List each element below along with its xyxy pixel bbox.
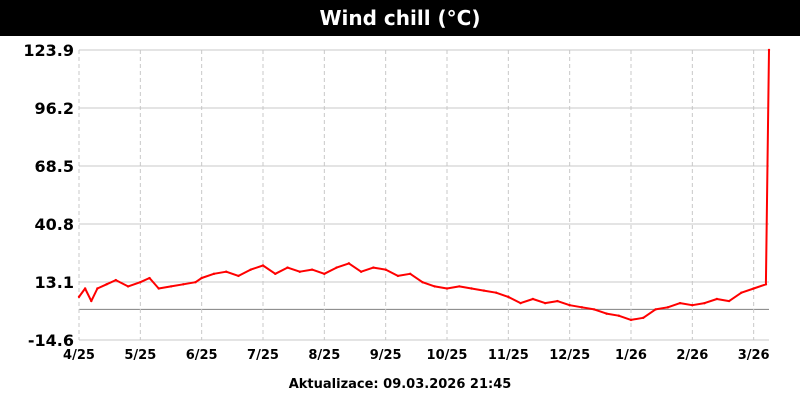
y-axis-ticks: -14.6 13.1 40.8 68.5 96.2 123.9 bbox=[23, 41, 74, 350]
data-point bbox=[372, 266, 375, 269]
x-axis-ticks: 4/25 5/25 6/25 7/25 8/25 9/25 10/25 11/25 12/25 1… bbox=[63, 348, 770, 363]
data-point bbox=[194, 281, 197, 284]
data-point bbox=[654, 308, 657, 311]
data-point bbox=[752, 287, 755, 290]
data-point bbox=[200, 276, 203, 280]
x-tick-label: 2/26 bbox=[676, 348, 708, 363]
data-point bbox=[580, 306, 584, 309]
data-point bbox=[727, 299, 731, 303]
data-point bbox=[77, 295, 81, 299]
data-point bbox=[96, 287, 99, 290]
data-point bbox=[148, 276, 151, 280]
data-point bbox=[593, 308, 596, 311]
data-point bbox=[139, 281, 142, 284]
x-tick-label: 7/25 bbox=[247, 348, 279, 363]
data-point bbox=[629, 318, 633, 322]
data-point bbox=[126, 285, 130, 288]
data-point bbox=[703, 301, 706, 305]
data-point bbox=[642, 316, 645, 320]
data-point bbox=[740, 291, 743, 294]
data-point bbox=[482, 289, 485, 292]
data-point bbox=[335, 266, 338, 269]
y-tick-label: 68.5 bbox=[35, 157, 74, 176]
data-point bbox=[445, 287, 449, 290]
data-point bbox=[531, 297, 535, 301]
data-point bbox=[494, 291, 498, 294]
x-tick-label: 4/25 bbox=[63, 348, 95, 363]
data-point bbox=[507, 295, 510, 299]
data-point bbox=[433, 285, 436, 288]
y-tick-label: 123.9 bbox=[23, 41, 74, 60]
data-point bbox=[605, 312, 608, 315]
data-point bbox=[105, 283, 108, 286]
data-point bbox=[169, 285, 173, 288]
data-point bbox=[323, 272, 326, 276]
data-point bbox=[470, 287, 473, 290]
data-point bbox=[678, 301, 682, 305]
y-tick-label: 40.8 bbox=[35, 215, 74, 234]
x-tick-label: 3/26 bbox=[738, 348, 770, 363]
series-group bbox=[77, 48, 771, 322]
data-point bbox=[384, 268, 387, 271]
data-point bbox=[157, 287, 160, 290]
data-point bbox=[261, 264, 265, 267]
x-tick-label: 10/25 bbox=[427, 348, 468, 363]
data-point bbox=[543, 301, 547, 305]
data-point bbox=[90, 299, 93, 303]
x-tick-label: 12/25 bbox=[549, 348, 590, 363]
data-point bbox=[182, 283, 185, 286]
data-point bbox=[310, 268, 314, 271]
x-tick-label: 8/25 bbox=[308, 348, 340, 363]
data-point bbox=[691, 304, 694, 307]
data-point bbox=[617, 314, 620, 317]
data-point bbox=[767, 48, 771, 52]
data-point bbox=[83, 287, 87, 290]
y-tick-label: 96.2 bbox=[35, 99, 74, 118]
data-point bbox=[359, 270, 363, 273]
grid-lines bbox=[78, 49, 769, 341]
data-point bbox=[715, 297, 719, 301]
x-tick-label: 11/25 bbox=[488, 348, 529, 363]
series-line bbox=[78, 49, 770, 321]
data-point bbox=[286, 266, 289, 269]
x-tick-label: 9/25 bbox=[370, 348, 402, 363]
x-tick-label: 5/25 bbox=[124, 348, 156, 363]
data-point bbox=[519, 301, 522, 305]
data-point bbox=[298, 270, 301, 273]
data-point bbox=[347, 262, 351, 265]
data-point bbox=[114, 278, 118, 282]
data-point bbox=[764, 283, 768, 286]
x-tick-label: 1/26 bbox=[615, 348, 647, 363]
chart-title: Wind chill (°C) bbox=[0, 0, 800, 36]
data-point bbox=[458, 285, 461, 288]
data-point bbox=[274, 272, 277, 276]
data-point bbox=[556, 299, 559, 303]
data-point bbox=[666, 306, 669, 309]
data-point bbox=[249, 268, 252, 271]
data-point bbox=[568, 304, 571, 307]
data-point bbox=[421, 281, 424, 284]
data-point bbox=[225, 270, 228, 273]
last-updated: Aktualizace: 09.03.2026 21:45 bbox=[288, 377, 512, 392]
y-tick-label: 13.1 bbox=[35, 273, 74, 292]
data-point bbox=[409, 272, 412, 276]
data-point bbox=[396, 274, 400, 278]
y-tick-label: -14.6 bbox=[28, 331, 74, 350]
x-tick-label: 6/25 bbox=[186, 348, 218, 363]
data-point bbox=[212, 272, 216, 276]
data-point bbox=[237, 274, 240, 278]
